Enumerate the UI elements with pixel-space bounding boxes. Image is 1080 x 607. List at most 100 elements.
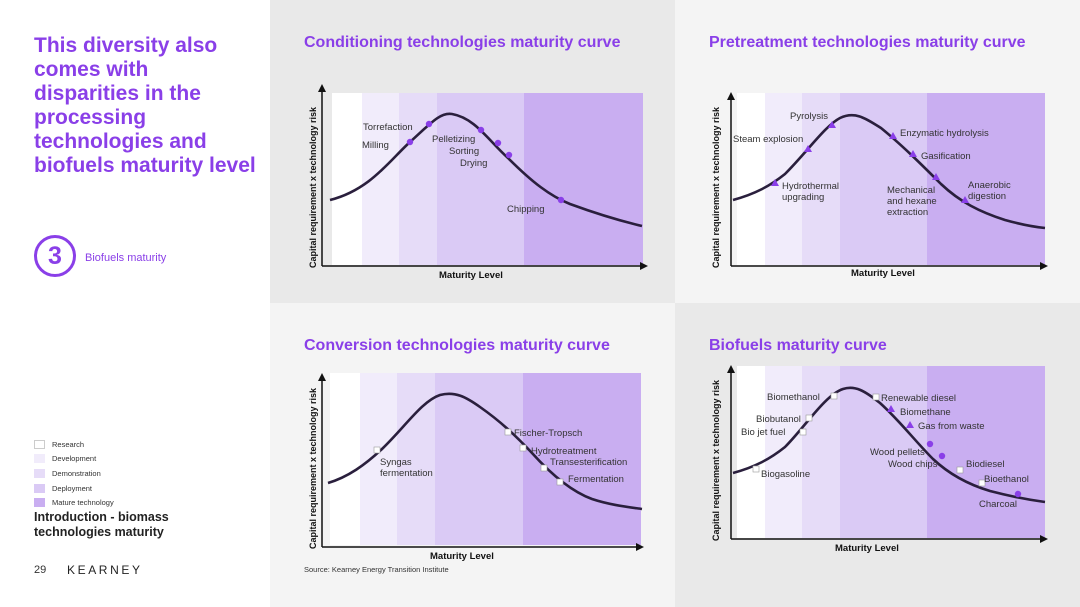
development-band (765, 366, 802, 538)
tech-label: Steam explosion (733, 134, 803, 145)
kearney-logo: KEARNEY (67, 563, 143, 577)
legend-item: Mature technology (34, 495, 114, 510)
tech-label: upgrading (782, 192, 824, 203)
y-axis-arrow (318, 84, 326, 92)
legend-swatch (34, 483, 45, 493)
technology-marker (406, 138, 414, 146)
technology-marker (830, 392, 838, 400)
panel-title: Conditioning technologies maturity curve (304, 34, 621, 51)
technology-marker (872, 393, 880, 401)
tech-label: Bioethanol (984, 474, 1029, 485)
technology-marker (906, 421, 914, 428)
legend-label: Demonstration (52, 468, 101, 478)
development-band (362, 93, 399, 265)
tech-label: Milling (362, 140, 389, 151)
y-axis-arrow (318, 373, 326, 381)
technology-marker (804, 145, 812, 152)
technology-marker (556, 478, 564, 486)
technology-marker (752, 465, 760, 473)
panel-title: Pretreatment technologies maturity curve (709, 34, 1026, 51)
tech-label: Biobutanol (756, 414, 801, 425)
tech-label: Hydrotreatment (531, 446, 597, 457)
maturity-curve (732, 113, 1046, 230)
deployment-band (840, 366, 927, 538)
panel-pretreatment: Pretreatment technologies maturity curve… (675, 0, 1080, 303)
x-axis-label: Maturity Level (851, 268, 915, 279)
tech-label: Gas from waste (918, 421, 985, 432)
section-number-badge: 3 (34, 235, 76, 277)
y-axis-label: Capital requirement x technology risk (308, 106, 318, 268)
tech-label: digestion (968, 191, 1006, 202)
tech-label: Biomethanol (767, 392, 820, 403)
x-axis-arrow (1040, 535, 1048, 543)
legend-item: Development (34, 452, 114, 467)
legend-swatch (34, 498, 45, 508)
tech-label: Enzymatic hydrolysis (900, 128, 989, 139)
source-note: Source: Kearney Energy Transition Instit… (304, 565, 449, 574)
panel-conversion: Conversion technologies maturity curve S… (270, 303, 675, 607)
panel-title: Conversion technologies maturity curve (304, 337, 610, 354)
deployment-band (437, 93, 524, 265)
legend-label: Development (52, 454, 97, 464)
technology-marker (519, 444, 527, 452)
tech-label: fermentation (380, 468, 433, 479)
demonstration-band (399, 93, 437, 265)
technology-marker (909, 150, 917, 157)
y-axis-arrow (727, 365, 735, 373)
x-axis-arrow (640, 262, 648, 270)
tech-label: Biodiesel (966, 459, 1005, 470)
tech-label: Anaerobic (968, 180, 1011, 191)
maturity-chart: Pyrolysis Steam explosion Enzymatic hydr… (711, 92, 1048, 279)
tech-label: Hydrothermal (782, 181, 839, 192)
tech-label: Fermentation (568, 474, 624, 485)
deployment-band (840, 93, 927, 265)
legend-swatch (34, 454, 45, 464)
tech-label: Fischer-Tropsch (514, 428, 582, 439)
panel-title: Biofuels maturity curve (709, 337, 887, 354)
technology-marker (978, 479, 986, 487)
y-axis-label: Capital requirement x technology risk (711, 379, 721, 541)
technology-marker (799, 428, 807, 436)
tech-label: Bio jet fuel (741, 427, 785, 438)
technology-marker (557, 196, 565, 204)
legend-swatch (34, 468, 45, 478)
maturity-chart: Torrefaction Milling Pelletizing Sorting… (308, 84, 648, 281)
x-axis-arrow (1040, 262, 1048, 270)
technology-marker (771, 179, 779, 186)
technology-marker (540, 464, 548, 472)
technology-marker (504, 428, 512, 436)
y-axis-arrow (727, 92, 735, 100)
technology-marker (805, 414, 813, 422)
technology-marker (1014, 490, 1022, 498)
tech-label: Pyrolysis (790, 111, 828, 122)
technology-marker (505, 151, 513, 159)
technology-marker (373, 446, 381, 454)
legend-item: Research (34, 437, 114, 452)
legend-item: Deployment (34, 481, 114, 496)
maturity-chart: Syngas fermentation Fischer-Tropsch Hydr… (308, 373, 644, 562)
mature-band (523, 373, 641, 545)
development-band (360, 373, 397, 545)
tech-label: Transesterification (550, 457, 627, 468)
technology-marker (828, 121, 836, 128)
technology-marker (961, 196, 969, 203)
slide-title: This diversity also comes with dispariti… (34, 34, 256, 177)
x-axis-label: Maturity Level (835, 543, 899, 554)
deployment-band (435, 373, 523, 545)
x-axis-arrow (636, 543, 644, 551)
tech-label: Mechanical (887, 185, 935, 196)
x-axis-label: Maturity Level (439, 270, 503, 281)
y-axis-label: Capital requirement x technology risk (308, 387, 318, 549)
tech-label: Sorting (449, 146, 479, 157)
tech-label: Charcoal (979, 499, 1017, 510)
tech-label: Biogasoline (761, 469, 810, 480)
tech-label: Syngas (380, 457, 412, 468)
panel-biofuels: Biofuels maturity curve Biomethanol Rene… (675, 303, 1080, 607)
technology-marker (425, 120, 433, 128)
tech-label: Biomethane (900, 407, 951, 418)
legend-swatch (34, 439, 45, 449)
technology-marker (494, 139, 502, 147)
section-label: Biofuels maturity (85, 252, 167, 264)
maturity-chart: Biomethanol Renewable diesel Biomethane … (711, 365, 1048, 554)
tech-label: and hexane (887, 196, 937, 207)
